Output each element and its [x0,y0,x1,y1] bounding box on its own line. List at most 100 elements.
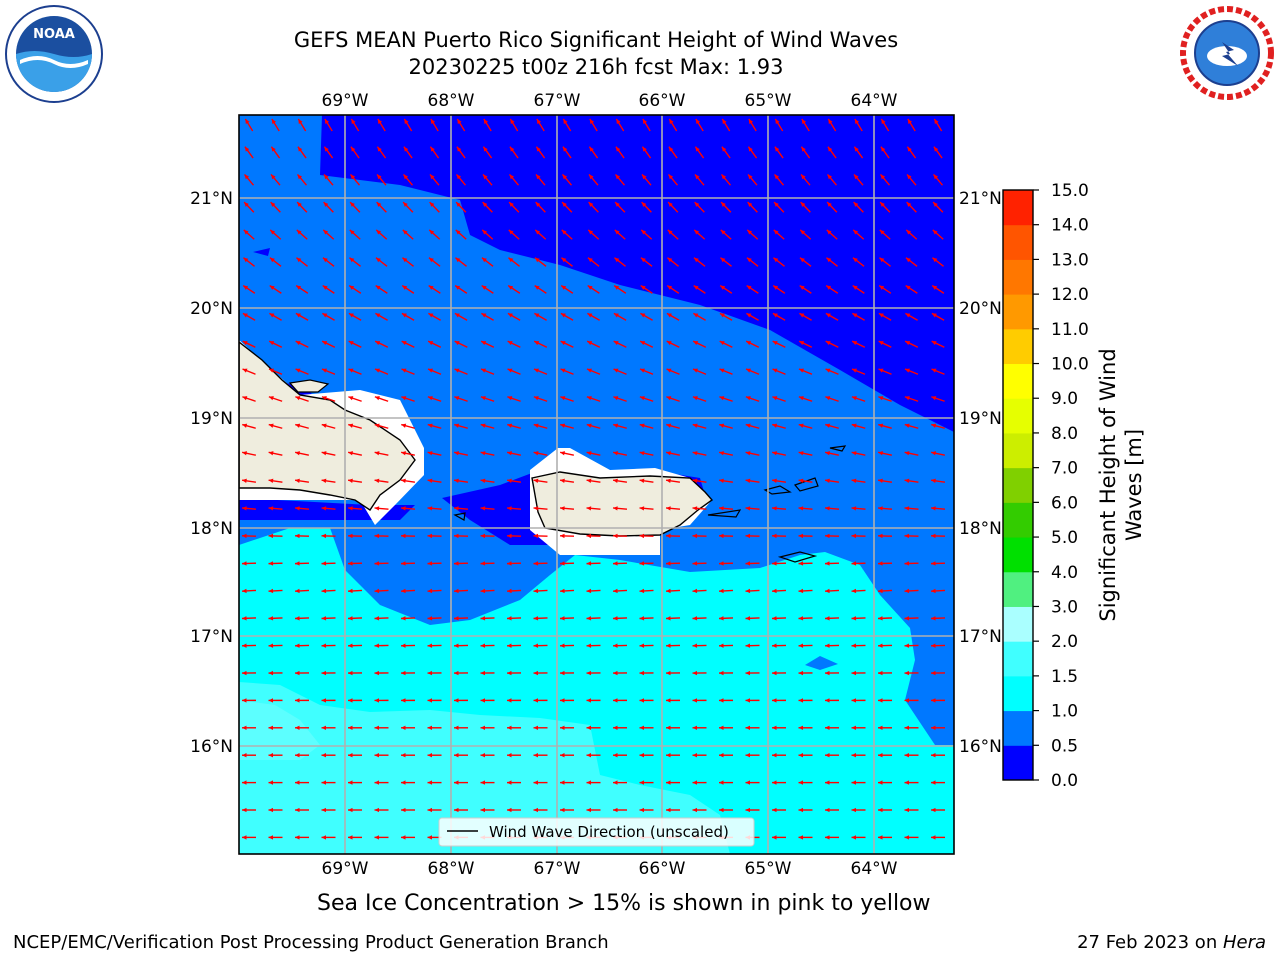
wind-arrow-head [507,753,512,758]
wind-arrow-head [350,174,356,180]
wind-arrow-head [641,202,647,207]
wind-arrow-head [878,835,883,840]
wind-arrow-head [271,119,277,125]
wind-arrow-head [507,725,512,730]
wind-arrow-head [375,313,381,318]
colorbar-tick-label: 12.0 [1051,285,1089,305]
wind-arrow-head [455,257,461,263]
legend-label: Wind Wave Direction (unscaled) [489,823,729,841]
wind-arrow-head [613,368,619,373]
wind-arrow-head [772,780,777,785]
wind-arrow-head [560,807,565,813]
wind-arrow-head [404,119,409,125]
wind-arrow-head [321,780,327,785]
wind-arrow-head [745,478,751,483]
wind-arrow-head [667,257,673,263]
wind-arrow-head [615,202,620,207]
colorbar-label-line1: Significant Height of Wind [1096,348,1120,621]
lat-label-right: 20°N [959,299,1002,319]
wind-arrow-head [695,119,701,125]
wind-arrow-head [799,368,805,373]
wind-arrow-head [719,753,724,758]
wind-arrow-head [694,202,700,207]
wind-arrow-head [376,229,382,235]
wind-arrow-head [321,807,327,813]
wind-arrow-head [825,643,830,648]
wind-arrow-head [295,478,300,483]
lon-label-top: 66°W [639,91,686,111]
wind-arrow-head [483,174,488,180]
wind-arrow-head [242,423,248,428]
wind-arrow-head [533,451,539,456]
wind-arrow-head [639,616,645,621]
lon-label-bottom: 65°W [745,859,792,879]
wind-arrow-head [639,533,645,539]
wind-arrow-head [878,643,883,648]
wind-arrow-head [297,146,303,152]
wind-arrow-head [295,780,300,785]
wind-arrow-head [507,780,512,785]
wind-arrow-head [798,698,804,703]
wave-height-zone-0.5-1.0-patch [805,656,838,670]
lon-label-top: 67°W [534,91,581,111]
colorbar: 0.0 0.5 1.0 1.5 2.0 3.0 4.0 5.0 6.0 7.0 8.0 9.0 10.0… [1002,181,1089,791]
wind-arrow-head [321,451,327,456]
colorbar-tick-label: 2.0 [1051,632,1078,652]
wind-arrow-head [242,478,247,483]
lat-label-left: 18°N [190,519,233,539]
wind-arrow-head [720,285,726,290]
wind-arrow-head [586,561,592,566]
wind-arrow-head [613,698,618,703]
wind-arrow-head [560,780,565,785]
wind-arrow-head [692,478,698,483]
colorbar-tick-label: 3.0 [1051,597,1078,617]
wind-arrow-head [904,423,910,428]
wind-arrow-head [801,146,806,152]
wind-arrow-head [799,257,805,263]
wind-arrow-head [745,561,751,566]
wind-arrow-head [798,670,804,676]
wind-arrow-head [322,285,328,290]
wind-arrow-head [480,698,486,703]
wind-arrow-head [851,396,857,401]
wind-arrow-head [904,451,910,456]
wind-arrow-head [586,451,592,456]
wind-arrow-head [905,313,911,318]
wind-arrow-head [321,396,327,401]
wind-arrow-head [296,257,302,263]
wind-arrow-head [639,780,645,785]
wind-arrow-head [613,478,618,483]
wind-arrow-head [692,725,698,730]
wind-arrow-head [880,146,886,152]
wind-arrow-head [534,368,540,373]
wind-arrow-head [374,396,380,401]
wind-arrow-head [639,725,645,730]
wind-arrow-head [667,285,673,290]
wind-arrow-head [507,698,512,703]
wind-arrow-head [639,396,645,401]
wind-arrow-head [480,643,486,648]
wind-arrow-head [825,698,830,703]
wind-arrow-head [586,396,592,401]
wind-arrow-head [507,807,512,813]
lat-label-left: 19°N [190,409,233,429]
colorbar-segment [1003,710,1033,746]
wind-arrow-head [295,698,300,703]
wind-arrow-head [798,478,804,483]
wind-arrow-head [507,478,512,483]
wind-arrow-head [825,451,831,456]
wind-arrow-head [666,698,671,703]
wind-arrow-head [639,698,645,703]
wind-arrow-head [510,119,515,125]
wind-arrow-head [693,313,699,318]
wind-arrow-head [668,146,674,152]
wind-arrow-head [666,643,671,648]
nws-logo-icon [1178,4,1276,102]
wind-arrow-head [825,423,831,428]
wind-arrow-head [295,616,300,621]
wind-arrow-head [507,368,513,373]
wind-arrow-head [321,478,327,483]
wind-arrow-head [772,368,778,373]
wind-arrow-head [666,616,671,621]
wind-arrow-head [854,119,860,125]
